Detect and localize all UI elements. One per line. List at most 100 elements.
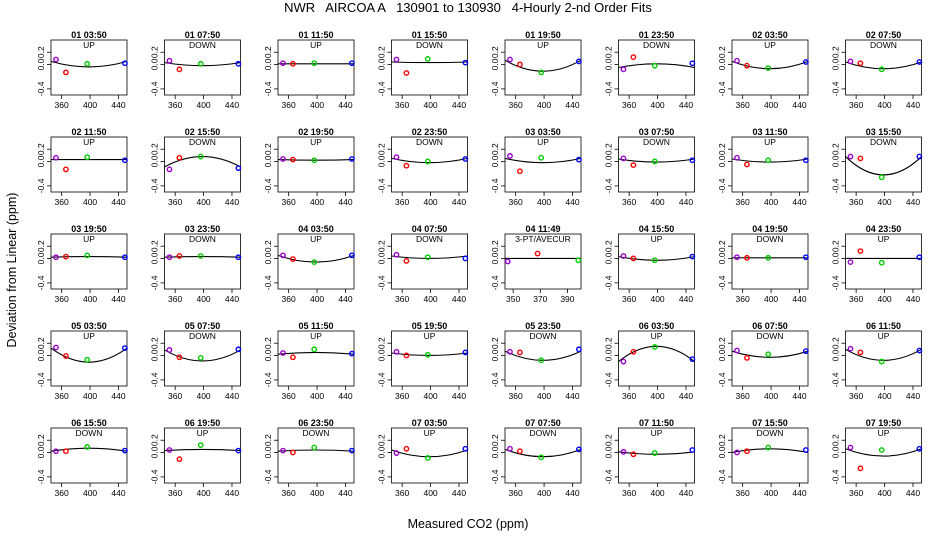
data-point — [311, 157, 318, 164]
y-tick-label: 0.2 — [150, 46, 160, 58]
x-tick-label: 400 — [83, 488, 97, 498]
panel-frame — [164, 330, 241, 387]
panel-title: 07 07:50 — [525, 418, 561, 428]
data-point — [734, 254, 740, 261]
x-tick-label: 440 — [792, 488, 806, 498]
y-tick-label: -0.4 — [36, 275, 46, 290]
data-point — [462, 445, 469, 452]
panel-title: 02 23:50 — [412, 127, 448, 137]
data-point — [53, 448, 59, 455]
panel-frame — [845, 427, 922, 484]
panel-direction-label: DOWN — [303, 428, 330, 438]
data-point — [689, 356, 696, 363]
data-point — [620, 448, 627, 455]
fit-curve — [731, 350, 809, 358]
data-point — [538, 154, 545, 161]
y-tick-label: 0.0 — [831, 446, 841, 458]
y-tick-label: 0.2 — [36, 143, 46, 155]
y-tick-label: 0.0 — [150, 349, 160, 361]
data-point — [689, 157, 696, 164]
data-point — [620, 66, 627, 73]
data-point — [235, 60, 242, 67]
data-point — [916, 254, 923, 261]
x-tick-label: 440 — [565, 488, 579, 498]
x-tick-label: 400 — [877, 100, 891, 110]
data-point — [176, 253, 183, 259]
data-point — [235, 165, 242, 172]
x-tick-label: 400 — [877, 488, 891, 498]
data-point — [507, 348, 513, 355]
data-point — [916, 59, 923, 65]
data-point — [53, 344, 59, 351]
y-tick-label: -0.4 — [263, 178, 273, 193]
panel-direction-label: UP — [537, 40, 549, 50]
y-tick-label: -0.4 — [717, 372, 727, 387]
x-tick-label: 360 — [395, 294, 409, 304]
panel-title: 01 07:50 — [185, 30, 221, 40]
y-tick-label: -0.4 — [150, 469, 160, 484]
y-tick-label: 0.2 — [831, 143, 841, 155]
fit-curve — [391, 61, 468, 64]
y-tick-label: -0.4 — [150, 81, 160, 96]
y-tick-label: 0.0 — [263, 349, 273, 361]
y-tick-label: -0.4 — [831, 469, 841, 484]
y-tick-label: 0.0 — [604, 446, 614, 458]
data-point — [802, 447, 809, 453]
panel-direction-label: DOWN — [416, 40, 443, 50]
panel-direction-label: DOWN — [416, 137, 443, 147]
panel-frame — [50, 330, 128, 387]
data-point — [53, 254, 59, 261]
data-point — [744, 448, 750, 455]
y-tick-label: -0.4 — [831, 178, 841, 193]
y-tick-label: 0.2 — [604, 434, 614, 446]
x-tick-label: 440 — [225, 294, 239, 304]
data-point — [630, 255, 637, 262]
data-point — [280, 252, 286, 259]
x-tick-label: 440 — [565, 391, 579, 401]
x-tick-label: 440 — [452, 294, 466, 304]
y-tick-label: -0.4 — [604, 81, 614, 96]
x-tick-label: 360 — [622, 197, 636, 207]
panel-title: 03 15:50 — [866, 127, 902, 137]
data-point — [424, 158, 431, 165]
x-tick-label: 440 — [679, 294, 693, 304]
data-point — [63, 448, 69, 455]
panel-title: 03 03:50 — [525, 127, 561, 137]
panel-title: 02 11:50 — [71, 127, 106, 137]
data-point — [197, 253, 204, 259]
panel-frame — [391, 233, 468, 290]
x-tick-label: 440 — [338, 488, 352, 498]
y-tick-label: 0.2 — [490, 143, 500, 155]
x-tick-label: 440 — [792, 294, 806, 304]
panel-title: 03 07:50 — [639, 127, 675, 137]
data-point — [765, 157, 772, 164]
data-point — [403, 352, 410, 359]
x-tick-label: 360 — [55, 294, 69, 304]
data-point — [424, 254, 431, 261]
y-tick-label: -0.4 — [604, 178, 614, 193]
panel-direction-label: UP — [424, 331, 436, 341]
data-point — [121, 447, 128, 454]
panel-direction-label: UP — [878, 234, 890, 244]
y-tick-label: 0.0 — [36, 252, 46, 264]
panel-direction-label: 3-PT/AVECUR — [515, 234, 571, 244]
panel-frame — [504, 427, 582, 484]
data-point — [857, 155, 864, 162]
panel-title: 04 03:50 — [298, 224, 334, 234]
x-tick-label: 440 — [906, 197, 920, 207]
data-point — [878, 259, 885, 266]
y-tick-label: -0.4 — [831, 275, 841, 290]
data-point — [575, 346, 582, 353]
x-tick-label: 360 — [736, 488, 750, 498]
x-tick-label: 440 — [679, 197, 693, 207]
y-tick-label: 0.0 — [377, 252, 387, 264]
data-point — [651, 343, 658, 350]
y-tick-label: 0.2 — [604, 46, 614, 58]
data-point — [802, 157, 809, 164]
x-tick-label: 400 — [196, 197, 210, 207]
